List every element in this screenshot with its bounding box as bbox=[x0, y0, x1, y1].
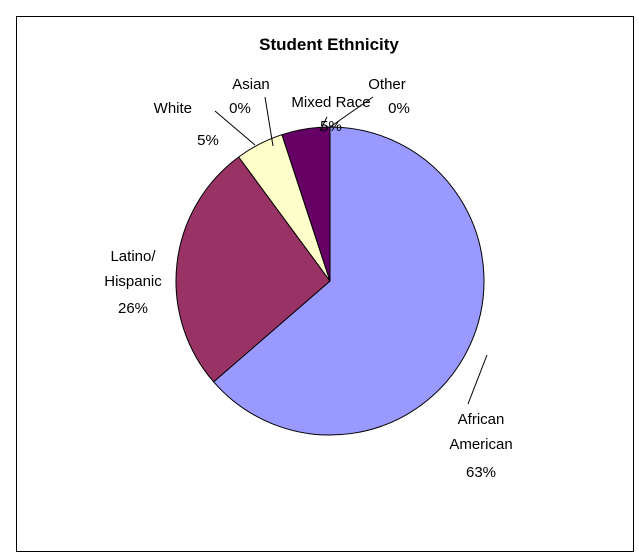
slice-value-asian: 0% bbox=[229, 100, 251, 117]
slice-labels: African American 63% Latino/Hispanic 26% Whit… bbox=[104, 76, 512, 481]
chart-title: Student Ethnicity bbox=[259, 35, 399, 54]
leader-line-asian bbox=[264, 96, 274, 147]
slice-african-american bbox=[212, 126, 485, 436]
slice-label-latino-hispanic-line-2: Hispanic bbox=[104, 273, 162, 290]
slice-label-latino-hispanic-line-1: Latino/ bbox=[110, 248, 156, 265]
slice-value-other: 0% bbox=[388, 100, 410, 117]
slice-label-african-american-line-1: African bbox=[458, 411, 505, 428]
slice-label-african-american-line-2: American bbox=[449, 436, 512, 453]
slice-value-white: 5% bbox=[197, 132, 219, 149]
pie-chart: Student Ethnicity African American 63% Lati… bbox=[104, 35, 512, 481]
leader-line-african-american bbox=[467, 354, 488, 405]
slice-label-asian: Asian bbox=[232, 76, 270, 93]
slice-mixed-race bbox=[281, 126, 331, 282]
slice-value-mixed-race: 5% bbox=[320, 118, 342, 135]
chart-area: Student Ethnicity African American 63% Lati… bbox=[16, 16, 634, 552]
slice-value-latino-hispanic: 26% bbox=[118, 300, 148, 317]
leader-line-white bbox=[214, 110, 256, 146]
leader-line-mixed-race bbox=[319, 116, 328, 132]
slice-latino-hispanic bbox=[175, 156, 331, 383]
slice-label-mixed-race: Mixed Race bbox=[291, 94, 370, 111]
slice-label-white: White bbox=[154, 100, 192, 117]
slice-label-other: Other bbox=[368, 76, 406, 93]
pie-slices bbox=[175, 126, 485, 436]
slice-value-african-american: 63% bbox=[466, 464, 496, 481]
leader-line-other bbox=[329, 96, 374, 128]
leader-lines bbox=[214, 96, 488, 405]
